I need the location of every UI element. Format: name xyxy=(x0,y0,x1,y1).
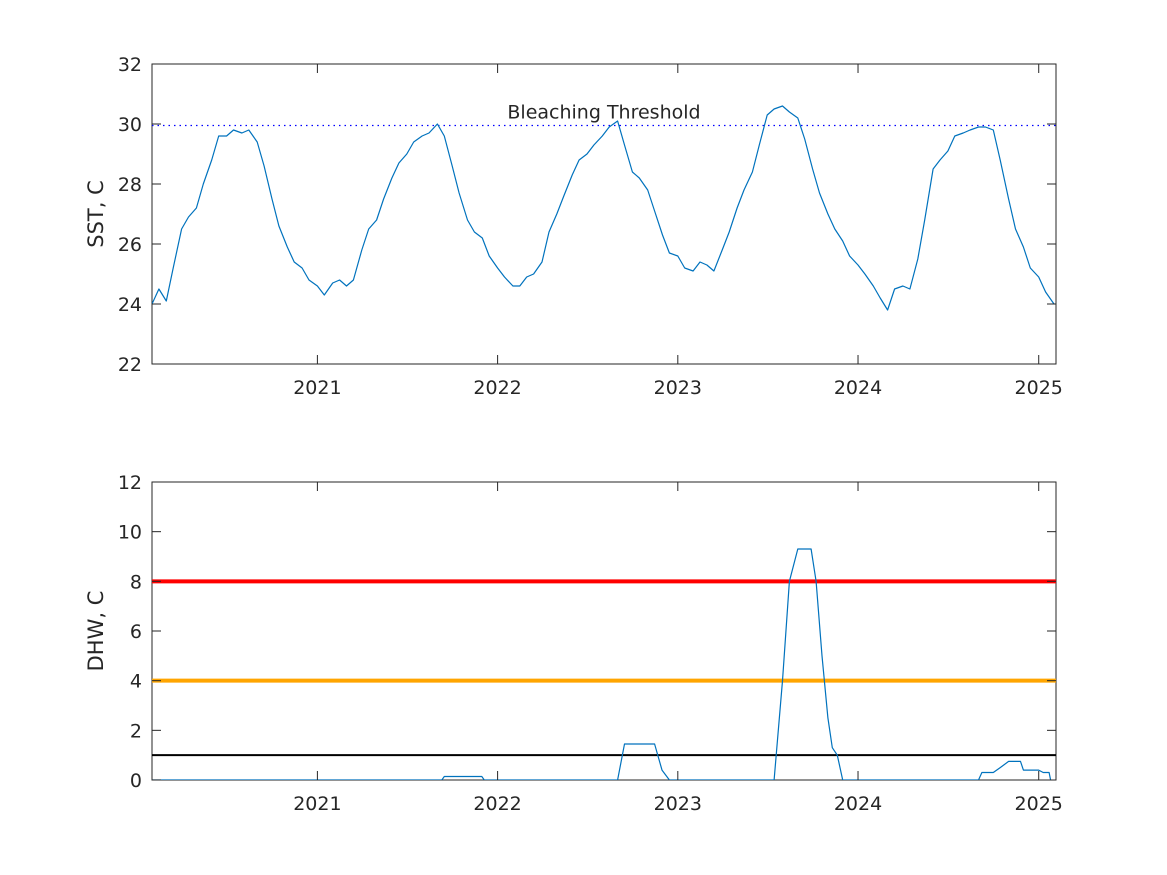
sst-panel: Bleaching Threshold 2021 2022 2023 2024 2025 2… xyxy=(84,54,1063,399)
dhw-x-tick-label: 2023 xyxy=(654,793,702,815)
dhw-y-tick-label: 4 xyxy=(130,671,142,693)
dhw-y-tick-label: 2 xyxy=(130,720,142,742)
dhw-y-tick-label: 10 xyxy=(118,522,142,544)
dhw-y-axis-label: DHW, C xyxy=(84,591,108,672)
dhw-y-tick-label: 12 xyxy=(118,472,142,494)
sst-y-axis-label: SST, C xyxy=(84,180,108,248)
sst-axes-box xyxy=(151,63,1057,365)
sst-x-tick-label: 2025 xyxy=(1015,377,1063,399)
dhw-x-tick-label: 2022 xyxy=(473,793,521,815)
sst-y-tick-label: 22 xyxy=(118,354,142,376)
sst-x-tick-label: 2022 xyxy=(473,377,521,399)
sst-y-tick-label: 24 xyxy=(118,294,142,316)
dhw-y-tick-label: 8 xyxy=(130,571,142,593)
dhw-x-tick-label: 2025 xyxy=(1015,793,1063,815)
sst-series-line-0 xyxy=(152,105,1055,311)
sst-reference-label: Bleaching Threshold xyxy=(507,102,700,124)
sst-y-tick-label: 30 xyxy=(118,114,142,136)
dhw-panel: 2021 2022 2023 2024 2025 0 2 4 6 8 10 12 DHW, C xyxy=(84,472,1063,815)
sst-y-tick-label: 32 xyxy=(118,54,142,76)
dhw-x-tick-label: 2024 xyxy=(834,793,882,815)
sst-y-tick-label: 26 xyxy=(118,234,142,256)
dhw-series-line-0 xyxy=(152,548,1052,780)
dhw-y-tick-label: 6 xyxy=(130,621,142,643)
dhw-y-tick-label: 0 xyxy=(130,770,142,792)
dhw-x-tick-label: 2021 xyxy=(293,793,341,815)
sst-x-tick-label: 2023 xyxy=(654,377,702,399)
sst-x-tick-label: 2021 xyxy=(293,377,341,399)
sst-y-tick-label: 28 xyxy=(118,174,142,196)
sst-x-tick-label: 2024 xyxy=(834,377,882,399)
